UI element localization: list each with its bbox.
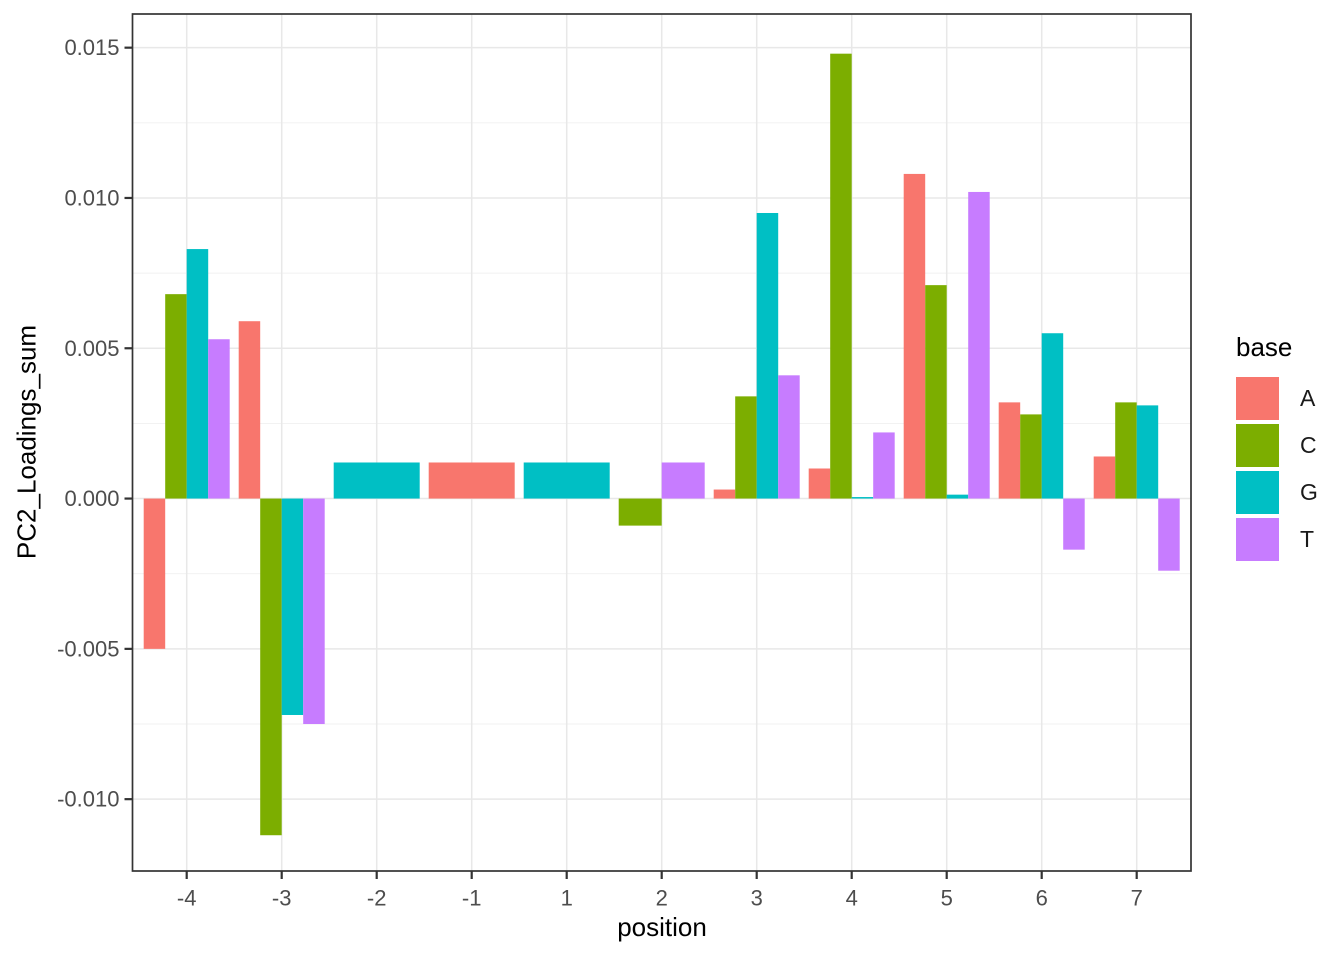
bar-G-x7 (1136, 405, 1159, 499)
bar-A-x7 (1093, 456, 1116, 499)
bar-T-x2 (661, 462, 705, 499)
legend-swatch-t-icon (1236, 518, 1279, 561)
bar-G-x-3 (281, 498, 304, 715)
bar-C-x6 (1020, 414, 1042, 499)
bar-T-x-3 (303, 498, 325, 725)
x-tick-label: -3 (272, 886, 292, 911)
bar-G-x-2 (333, 462, 420, 499)
bar-A-x6 (998, 402, 1021, 499)
legend-item-t: T (1236, 518, 1318, 561)
x-tick-label: 6 (1036, 886, 1048, 911)
x-tick-label: -2 (367, 886, 387, 911)
bar-G-x6 (1041, 333, 1064, 499)
legend-item-g: G (1236, 471, 1318, 514)
bar-A-x-4 (143, 498, 166, 649)
bar-C-x5 (925, 285, 947, 499)
legend: base A C G T (1236, 332, 1318, 565)
bar-C-x-4 (165, 294, 187, 499)
legend-label-t: T (1300, 526, 1315, 552)
bar-A-x-1 (428, 462, 515, 499)
x-tick-label: -4 (177, 886, 197, 911)
legend-title: base (1236, 332, 1293, 362)
bar-C-x2 (618, 498, 662, 526)
legend-swatch-c-icon (1236, 424, 1279, 467)
bar-A-x4 (808, 468, 831, 499)
legend-label-c: C (1300, 432, 1317, 458)
x-tick-label: 1 (561, 886, 573, 911)
legend-swatch-g-icon (1236, 471, 1279, 514)
legend-swatch-a-icon (1236, 377, 1279, 420)
bar-T-x6 (1063, 498, 1085, 550)
legend-label-a: A (1300, 385, 1316, 411)
bar-G-x4 (851, 497, 874, 499)
y-tick-label: -0.005 (57, 636, 119, 661)
x-tick-label: -1 (462, 886, 482, 911)
x-axis-title: position (617, 912, 707, 942)
bar-C-x3 (735, 396, 757, 499)
bar-C-x7 (1115, 402, 1137, 499)
bar-A-x-3 (238, 321, 261, 499)
bar-G-x3 (756, 212, 779, 499)
bar-A-x5 (903, 173, 926, 499)
legend-item-c: C (1236, 424, 1318, 467)
x-tick-label: 4 (846, 886, 858, 911)
bar-C-x-3 (260, 498, 282, 836)
x-tick-label: 7 (1131, 886, 1143, 911)
y-tick-label: 0.005 (64, 336, 119, 361)
x-tick-label: 2 (656, 886, 668, 911)
legend-label-g: G (1300, 479, 1318, 505)
y-tick-label: 0.010 (64, 185, 119, 210)
x-tick-label: 5 (941, 886, 953, 911)
bar-G-x5 (946, 494, 969, 499)
bar-T-x-4 (208, 339, 230, 499)
bar-G-x-4 (186, 249, 209, 499)
legend-item-a: A (1236, 377, 1318, 420)
x-tick-label: 3 (751, 886, 763, 911)
y-tick-label: 0.015 (64, 35, 119, 60)
bar-T-x7 (1158, 498, 1180, 571)
bar-A-x3 (713, 489, 736, 499)
y-tick-label: 0.000 (64, 486, 119, 511)
y-tick-label: -0.010 (57, 787, 119, 812)
bar-C-x4 (830, 53, 852, 499)
y-axis-title: PC2_Loadings_sum (11, 324, 42, 560)
bar-T-x5 (968, 191, 990, 499)
bar-T-x4 (873, 432, 895, 499)
bar-T-x3 (778, 375, 800, 499)
bar-G-x1 (523, 462, 610, 499)
